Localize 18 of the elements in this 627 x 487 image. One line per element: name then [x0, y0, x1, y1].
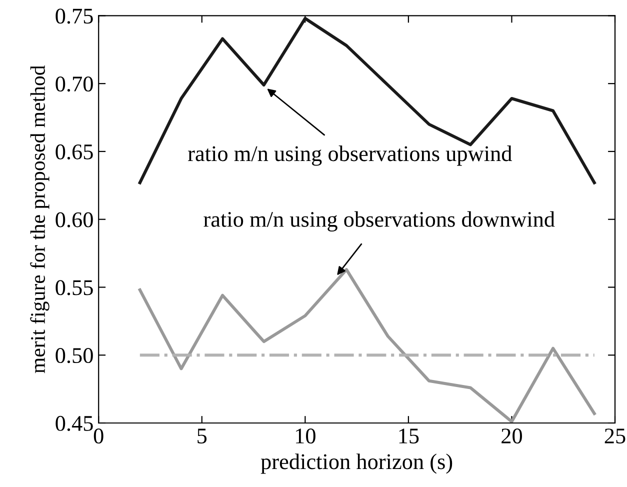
x-tick-label: 25 [604, 428, 626, 444]
x-tick-label: 5 [198, 428, 207, 444]
annotation: ratio m/n using observations upwind [188, 146, 512, 166]
y-tick-label: 0.75 [56, 8, 93, 24]
x-tick-label: 0 [94, 428, 104, 444]
y-tick-label: 0.50 [56, 348, 93, 364]
annotation: ratio m/n using observations downwind [204, 211, 555, 232]
y-tick-label: 0.70 [56, 76, 93, 92]
x-tick-label: 20 [502, 428, 522, 444]
y-tick-label: 0.45 [56, 416, 93, 432]
y-tick-label: 0.65 [56, 144, 93, 160]
x-tick-label: 10 [296, 428, 316, 444]
x-tick-label: 15 [399, 428, 419, 444]
y-tick-label: 0.60 [56, 212, 93, 228]
y-tick-label: 0.55 [56, 280, 93, 296]
x-axis-title: prediction horizon (s) [260, 454, 452, 474]
y-axis-title: merit figure for the proposed method [30, 65, 50, 374]
line-series [138, 16, 596, 184]
